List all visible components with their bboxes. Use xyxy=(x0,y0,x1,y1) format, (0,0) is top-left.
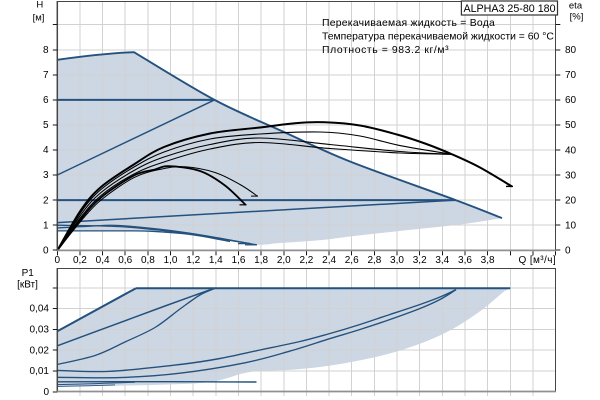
svg-text:ALPHA3 25-80 180: ALPHA3 25-80 180 xyxy=(463,3,555,15)
svg-text:3,8: 3,8 xyxy=(481,255,495,266)
svg-text:0,4: 0,4 xyxy=(96,255,110,266)
svg-text:0,02: 0,02 xyxy=(30,345,50,356)
svg-text:40: 40 xyxy=(565,145,577,156)
svg-text:2,8: 2,8 xyxy=(367,255,381,266)
svg-text:2,4: 2,4 xyxy=(322,255,336,266)
svg-text:3,2: 3,2 xyxy=(413,255,427,266)
svg-text:Плотность = 983.2 кг/м³: Плотность = 983.2 кг/м³ xyxy=(322,45,449,56)
svg-text:0,6: 0,6 xyxy=(118,255,132,266)
svg-text:[м]: [м] xyxy=(33,12,45,23)
svg-text:eta: eta xyxy=(569,1,583,12)
svg-text:3: 3 xyxy=(43,170,49,181)
svg-text:0: 0 xyxy=(43,387,49,398)
svg-text:3,4: 3,4 xyxy=(435,255,449,266)
svg-text:1,0: 1,0 xyxy=(164,255,178,266)
svg-text:2,2: 2,2 xyxy=(299,255,313,266)
svg-text:0,8: 0,8 xyxy=(141,255,155,266)
svg-text:1,8: 1,8 xyxy=(254,255,268,266)
svg-text:0: 0 xyxy=(55,255,61,266)
svg-text:Температура перекачиваемой жид: Температура перекачиваемой жидкости = 60… xyxy=(322,32,554,43)
svg-text:3,6: 3,6 xyxy=(458,255,472,266)
svg-text:4: 4 xyxy=(43,145,49,156)
svg-text:70: 70 xyxy=(565,70,577,81)
svg-text:10: 10 xyxy=(565,220,577,231)
svg-text:0: 0 xyxy=(43,245,49,256)
svg-text:Перекачиваемая жидкость = Вода: Перекачиваемая жидкость = Вода xyxy=(322,18,495,29)
svg-text:1,2: 1,2 xyxy=(186,255,200,266)
svg-text:80: 80 xyxy=(565,45,577,56)
svg-text:50: 50 xyxy=(565,120,577,131)
svg-text:P1: P1 xyxy=(22,268,35,279)
svg-text:[кВт]: [кВт] xyxy=(17,280,38,291)
svg-text:[%]: [%] xyxy=(570,12,584,23)
svg-text:5: 5 xyxy=(43,120,49,131)
svg-text:7: 7 xyxy=(43,70,49,81)
svg-text:0,03: 0,03 xyxy=(30,325,50,336)
svg-text:8: 8 xyxy=(43,45,49,56)
svg-text:30: 30 xyxy=(565,170,577,181)
svg-text:Q [м³/ч]: Q [м³/ч] xyxy=(519,255,557,266)
svg-text:2,0: 2,0 xyxy=(277,255,291,266)
svg-text:60: 60 xyxy=(565,95,577,106)
svg-text:0,01: 0,01 xyxy=(30,366,50,377)
svg-text:2,6: 2,6 xyxy=(345,255,359,266)
svg-text:0,2: 0,2 xyxy=(73,255,87,266)
svg-text:1,6: 1,6 xyxy=(232,255,246,266)
svg-text:1: 1 xyxy=(43,220,49,231)
svg-text:0,04: 0,04 xyxy=(30,304,50,315)
svg-text:20: 20 xyxy=(565,195,577,206)
svg-text:0: 0 xyxy=(565,246,571,257)
svg-text:1,4: 1,4 xyxy=(209,255,223,266)
svg-text:3,0: 3,0 xyxy=(390,255,404,266)
svg-text:H: H xyxy=(36,0,43,11)
svg-text:6: 6 xyxy=(43,95,49,106)
svg-text:2: 2 xyxy=(43,195,49,206)
